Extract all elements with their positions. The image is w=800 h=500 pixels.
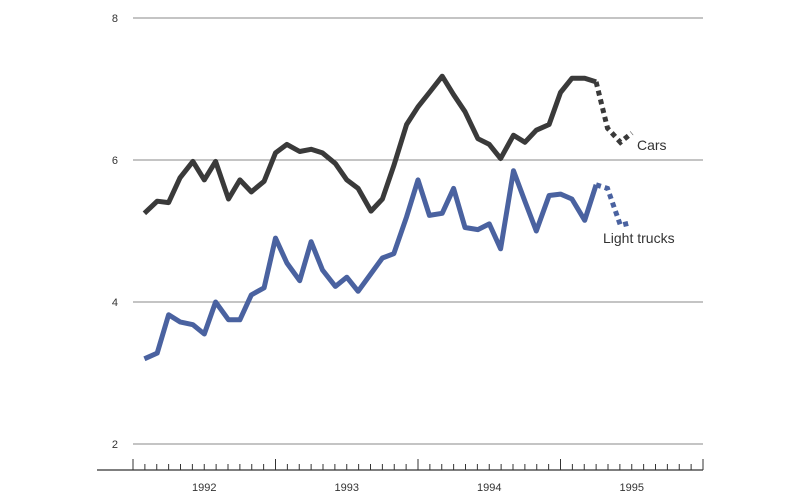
x-tick-label-1995: 1995 bbox=[620, 482, 644, 494]
series-projection-cars bbox=[593, 81, 634, 146]
y-tick-labels: 2 4 6 8 bbox=[112, 13, 118, 451]
series-line-cars bbox=[142, 73, 597, 216]
series-label-cars: Cars bbox=[637, 137, 667, 153]
series-line-light-trucks bbox=[143, 168, 599, 362]
series-lines bbox=[142, 73, 634, 362]
gridlines bbox=[133, 17, 703, 445]
y-tick-label-4: 4 bbox=[112, 297, 118, 309]
x-tick-label-1993: 1993 bbox=[335, 482, 359, 494]
series-label-light-trucks: Light trucks bbox=[603, 230, 675, 246]
x-tick-label-1992: 1992 bbox=[192, 482, 216, 494]
x-tick-label-1994: 1994 bbox=[477, 482, 501, 494]
series-projection-light-trucks bbox=[595, 182, 633, 229]
y-tick-label-8: 8 bbox=[112, 13, 118, 25]
y-tick-label-2: 2 bbox=[112, 439, 118, 451]
x-axis: 1992 1993 1994 1995 bbox=[97, 459, 704, 494]
y-tick-label-6: 6 bbox=[112, 155, 118, 167]
